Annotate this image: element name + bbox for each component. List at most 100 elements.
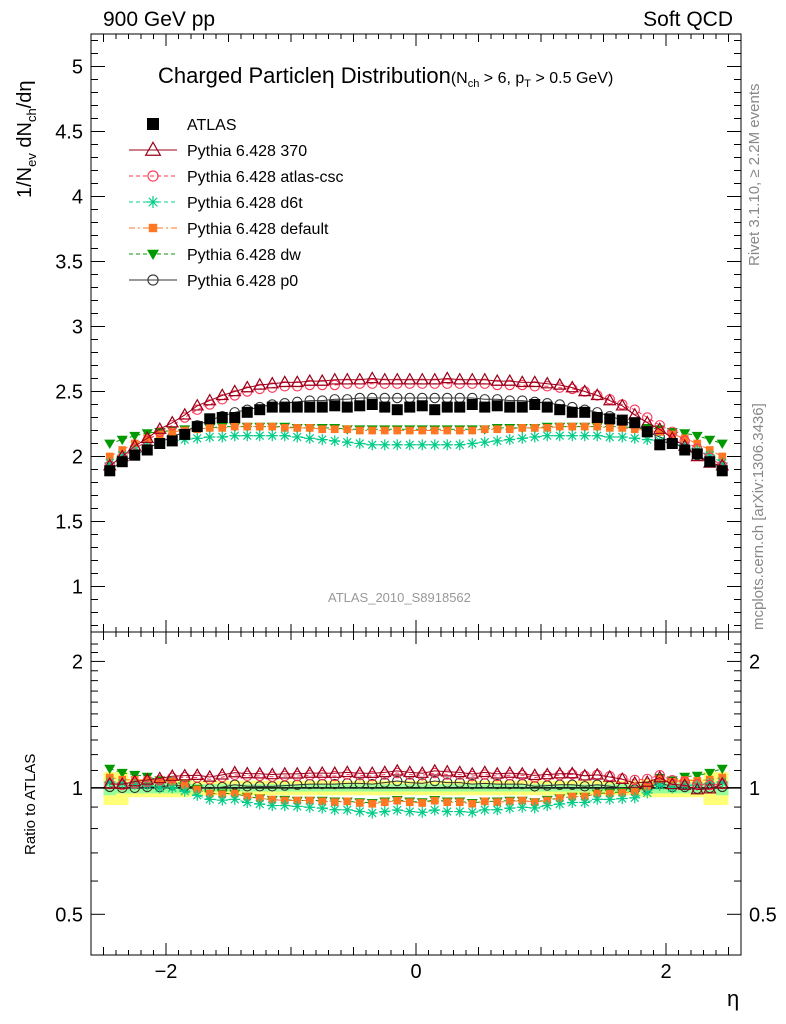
series-4-point [155, 430, 164, 439]
ratio-1-point [115, 776, 130, 789]
ratio-4-point [155, 778, 164, 786]
ratio-3-point [629, 792, 641, 804]
series-1-point [315, 373, 330, 386]
series-5-point [129, 431, 141, 442]
ratio-3-point [254, 798, 266, 810]
ratio-1-point [552, 766, 567, 779]
ratio-1-point [377, 765, 392, 778]
main-y-tick-label: 1 [72, 577, 83, 599]
series-1-point [190, 398, 205, 411]
ratio-4-point [480, 797, 489, 806]
ratio-1-point [327, 765, 342, 778]
legend-entry-6: Pythia 6.428 p0 [187, 273, 298, 290]
ratio-4-point [305, 796, 314, 805]
series-1-point [577, 384, 592, 397]
ratio-1-point [102, 776, 117, 789]
series-3-point [254, 430, 266, 442]
ratio-y-tick-label-left: 1 [72, 778, 83, 800]
ratio-6-point [579, 781, 590, 792]
ratio-line-6 [109, 780, 723, 790]
ratio-1-point [152, 771, 167, 784]
series-1-point [427, 372, 442, 385]
ratio-3-point [166, 782, 178, 794]
ratio-3-point [616, 793, 628, 805]
atlas-data-point [379, 401, 391, 413]
series-3-point [479, 436, 491, 448]
series-4-point [455, 426, 464, 435]
series-1-point [502, 373, 517, 386]
series-3-point [554, 430, 566, 442]
ratio-1-point [127, 774, 142, 787]
ratio-4-point [443, 798, 452, 807]
x-tick-label: 0 [410, 961, 421, 983]
series-4-point [355, 426, 364, 435]
atlas-data-point [716, 465, 728, 477]
series-1-point [277, 375, 292, 388]
series-4-point [430, 426, 439, 435]
ratio-1-point [627, 775, 642, 788]
ratio-6-point [342, 778, 353, 789]
ratio-3-point [566, 796, 578, 808]
ratio-4-point [368, 799, 377, 808]
series-1-point [290, 375, 305, 388]
legend-entry-1: Pythia 6.428 370 [187, 143, 307, 160]
atlas-data-point [279, 401, 291, 413]
ratio-3-point [291, 800, 303, 812]
ratio-5-point [716, 764, 728, 775]
ratio-3-point [179, 785, 191, 797]
series-3-point [216, 431, 228, 443]
series-2-point [667, 426, 678, 438]
atlas-data-point [541, 401, 553, 413]
series-3-point [266, 430, 278, 442]
atlas-data-point [254, 404, 266, 416]
ratio-1-point [615, 771, 630, 784]
mcplots-label: mcplots.cern.ch [arXiv:1306.3436] [750, 403, 767, 630]
ratio-1-point [165, 768, 180, 781]
ratio-1-point [140, 772, 155, 785]
ratio-3-point [504, 802, 516, 814]
ratio-3-point [641, 787, 653, 799]
series-1-point [440, 371, 455, 384]
series-2-point [442, 378, 453, 389]
ratio-3-point [329, 804, 341, 816]
legend-marker-3 [147, 196, 159, 208]
series-3-point [629, 432, 641, 444]
main-y-axis-label: 1/Nev dNch/dη [14, 80, 39, 198]
series-4-point [318, 425, 327, 434]
atlas-data-point [591, 412, 603, 423]
atlas-data-point [516, 401, 528, 413]
ratio-4-point [293, 796, 302, 805]
category-label: Soft QCD [643, 8, 733, 31]
ratio-4-point [618, 788, 627, 797]
chart-title-eta: η [321, 62, 335, 88]
atlas-data-point [291, 401, 303, 413]
ratio-5-point [704, 768, 716, 779]
ratio-4-point [455, 798, 464, 807]
ratio-1-point [265, 767, 280, 780]
series-4-point [605, 424, 614, 432]
ratio-1-point [490, 766, 505, 779]
series-1-point [302, 373, 317, 386]
ratio-1-point [477, 765, 492, 778]
legend-marker-2 [147, 170, 159, 182]
ratio-6-point [454, 777, 465, 788]
series-3-point [229, 430, 241, 442]
series-3-point [404, 439, 416, 451]
ratio-3-point [216, 794, 228, 806]
ratio-4-point [430, 796, 439, 805]
series-1-point [240, 380, 255, 393]
ratio-5-point [116, 768, 128, 779]
main-y-tick-label: 3 [72, 317, 83, 339]
ratio-6-point [479, 778, 490, 789]
ratio-1-point [640, 774, 655, 787]
series-5-point [716, 439, 728, 449]
atlas-data-point [416, 400, 428, 412]
ratio-6-point [417, 778, 428, 789]
series-4-point [680, 434, 689, 443]
series-1-point [252, 377, 267, 390]
ratio-3-point [354, 805, 366, 817]
series-5-point [104, 439, 116, 449]
atlas-data-point [466, 399, 478, 410]
ratio-1-point [452, 765, 467, 778]
